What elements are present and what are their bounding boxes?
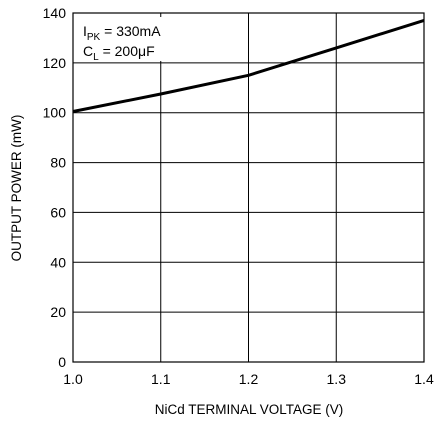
y-tick-label: 100 — [43, 105, 67, 121]
y-tick-label: 140 — [43, 5, 67, 21]
series-line — [72, 19, 425, 113]
grid — [72, 12, 425, 363]
x-tick-label: 1.0 — [63, 371, 83, 387]
plot-frame — [72, 12, 425, 363]
annotation-cl: CL = 200μF — [83, 43, 155, 63]
x-axis-title: NiCd TERMINAL VOLTAGE (V) — [155, 402, 344, 417]
tick-labels: 1.0 1.1 1.2 1.3 1.4 0 20 40 60 80 100 120 140 — [43, 5, 434, 387]
x-tick-label: 1.1 — [151, 371, 171, 387]
y-tick-label: 20 — [50, 304, 66, 320]
x-tick-label: 1.4 — [414, 371, 434, 387]
y-axis-title: OUTPUT POWER (mW) — [9, 115, 24, 262]
annotation-block: IPK = 330mA CL = 200μF — [77, 17, 189, 63]
y-tick-label: 0 — [58, 354, 66, 370]
annotation-ipk: IPK = 330mA — [83, 23, 161, 43]
y-tick-label: 60 — [50, 204, 66, 220]
annotation-background — [77, 17, 189, 61]
y-tick-label: 40 — [50, 254, 66, 270]
y-tick-label: 120 — [43, 55, 67, 71]
series-layer — [72, 19, 425, 113]
y-tick-label: 80 — [50, 155, 66, 171]
x-tick-label: 1.3 — [327, 371, 347, 387]
x-tick-label: 1.2 — [239, 371, 259, 387]
